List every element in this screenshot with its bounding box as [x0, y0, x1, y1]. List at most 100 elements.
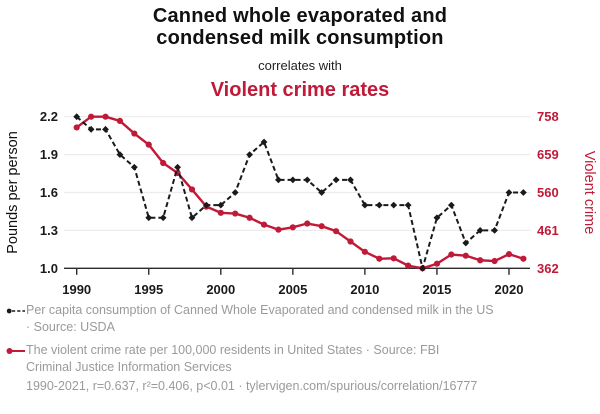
legend-label-milk-line-2: · Source: USDA [26, 320, 115, 334]
chart-header: Canned whole evaporated and condensed mi… [0, 5, 600, 101]
crime-data-point [275, 226, 282, 233]
milk-data-point [505, 189, 513, 196]
milk-data-point [188, 214, 196, 222]
right-tick-label: 461 [537, 223, 559, 238]
legend-item-crime: The violent crime rate per 100,000 resid… [6, 342, 594, 376]
x-tick-label: 2000 [206, 282, 235, 297]
crime-data-point [347, 238, 354, 245]
crime-data-point [462, 252, 469, 259]
crime-data-point [361, 248, 368, 255]
crime-data-point [405, 262, 412, 269]
milk-data-point [361, 201, 369, 209]
stats-footer: 1990-2021, r=0.637, r²=0.406, p<0.01 · t… [26, 379, 478, 393]
left-tick-label: 2.2 [40, 109, 58, 124]
milk-data-point [246, 151, 254, 158]
crime-data-point [477, 257, 484, 264]
crime-data-point [390, 255, 397, 262]
milk-series-legend-marker-icon [6, 308, 25, 314]
x-tick-label: 2020 [495, 282, 524, 297]
milk-legend-dot [6, 308, 12, 314]
left-tick-label: 1.6 [40, 185, 58, 200]
milk-data-point [289, 176, 297, 184]
legend-label-milk-line-1: Per capita consumption of Canned Whole E… [26, 303, 494, 317]
milk-data-point [347, 176, 354, 184]
milk-data-point [419, 264, 426, 272]
left-axis-title: Pounds per person [5, 131, 21, 254]
x-tick-label: 1995 [134, 282, 163, 297]
milk-data-point [231, 189, 239, 196]
milk-data-point [318, 189, 326, 196]
milk-data-point [116, 151, 124, 158]
primary-title-line-2: condensed milk consumption [156, 27, 444, 49]
milk-data-point [159, 214, 167, 222]
secondary-title: Violent crime rates [210, 79, 390, 101]
crime-data-point [376, 255, 383, 262]
milk-data-point [433, 214, 441, 222]
crime-data-point [88, 113, 95, 120]
crime-series-legend-marker-icon [6, 348, 25, 354]
milk-data-point [87, 125, 95, 133]
right-tick-label: 659 [537, 147, 559, 162]
crime-data-point [332, 228, 340, 235]
crime-data-point [160, 159, 167, 167]
right-tick-label: 362 [537, 261, 559, 276]
crime-data-point [491, 257, 498, 265]
crime-data-point [448, 251, 455, 258]
right-tick-label: 560 [537, 185, 559, 200]
crime-data-point [116, 117, 124, 125]
milk-data-point [447, 201, 455, 209]
milk-data-point [491, 227, 498, 234]
crime-data-point [188, 186, 196, 193]
milk-data-point [73, 113, 81, 121]
crime-data-point [260, 221, 268, 228]
crime-data-point [102, 113, 109, 120]
milk-data-point [102, 125, 109, 133]
milk-data-point [404, 201, 412, 209]
crime-legend-dot [6, 348, 13, 354]
milk-data-point [476, 227, 484, 234]
crime-data-point [232, 210, 239, 217]
crime-data-point [304, 220, 311, 227]
crime-data-point [246, 214, 253, 221]
crime-data-point [289, 224, 296, 231]
legend-label-crime-line-1: The violent crime rate per 100,000 resid… [26, 343, 440, 357]
left-tick-label: 1.3 [40, 223, 58, 238]
milk-data-point [130, 163, 138, 171]
x-tick-label: 2010 [350, 282, 379, 297]
left-tick-label: 1.0 [40, 261, 58, 276]
chart-legend: Per capita consumption of Canned Whole E… [6, 302, 594, 382]
x-tick-label: 2005 [278, 282, 307, 297]
milk-data-point [260, 138, 268, 146]
legend-label-milk: Per capita consumption of Canned Whole E… [26, 302, 494, 336]
crime-data-point [131, 130, 138, 137]
right-axis-title: Violent crime [581, 151, 597, 235]
milk-data-point [174, 163, 181, 171]
milk-data-point [275, 176, 282, 184]
crime-data-point [433, 260, 441, 267]
milk-data-point [332, 176, 340, 184]
right-tick-label: 758 [537, 109, 559, 124]
milk-data-point [303, 176, 311, 184]
left-tick-label: 1.9 [40, 147, 58, 162]
crime-data-point [145, 141, 152, 148]
crime-data-point [217, 209, 224, 216]
milk-data-point [145, 214, 153, 222]
crime-data-point [505, 251, 513, 258]
milk-data-point [462, 239, 470, 247]
crime-data-point [73, 124, 80, 131]
milk-data-point [390, 201, 398, 209]
primary-title-line-1: Canned whole evaporated and [152, 5, 448, 27]
legend-label-crime-line-2: Criminal Justice Information Services [26, 360, 232, 374]
legend-item-milk: Per capita consumption of Canned Whole E… [6, 302, 594, 336]
milk-data-point [202, 201, 210, 209]
x-tick-label: 1990 [62, 282, 91, 297]
legend-label-crime: The violent crime rate per 100,000 resid… [26, 342, 439, 376]
correlates-with-text: correlates with [258, 58, 342, 73]
milk-data-point [520, 189, 527, 196]
crime-data-point [318, 223, 325, 230]
x-tick-label: 2015 [422, 282, 451, 297]
milk-data-point [217, 201, 225, 209]
crime-data-point [520, 255, 527, 262]
